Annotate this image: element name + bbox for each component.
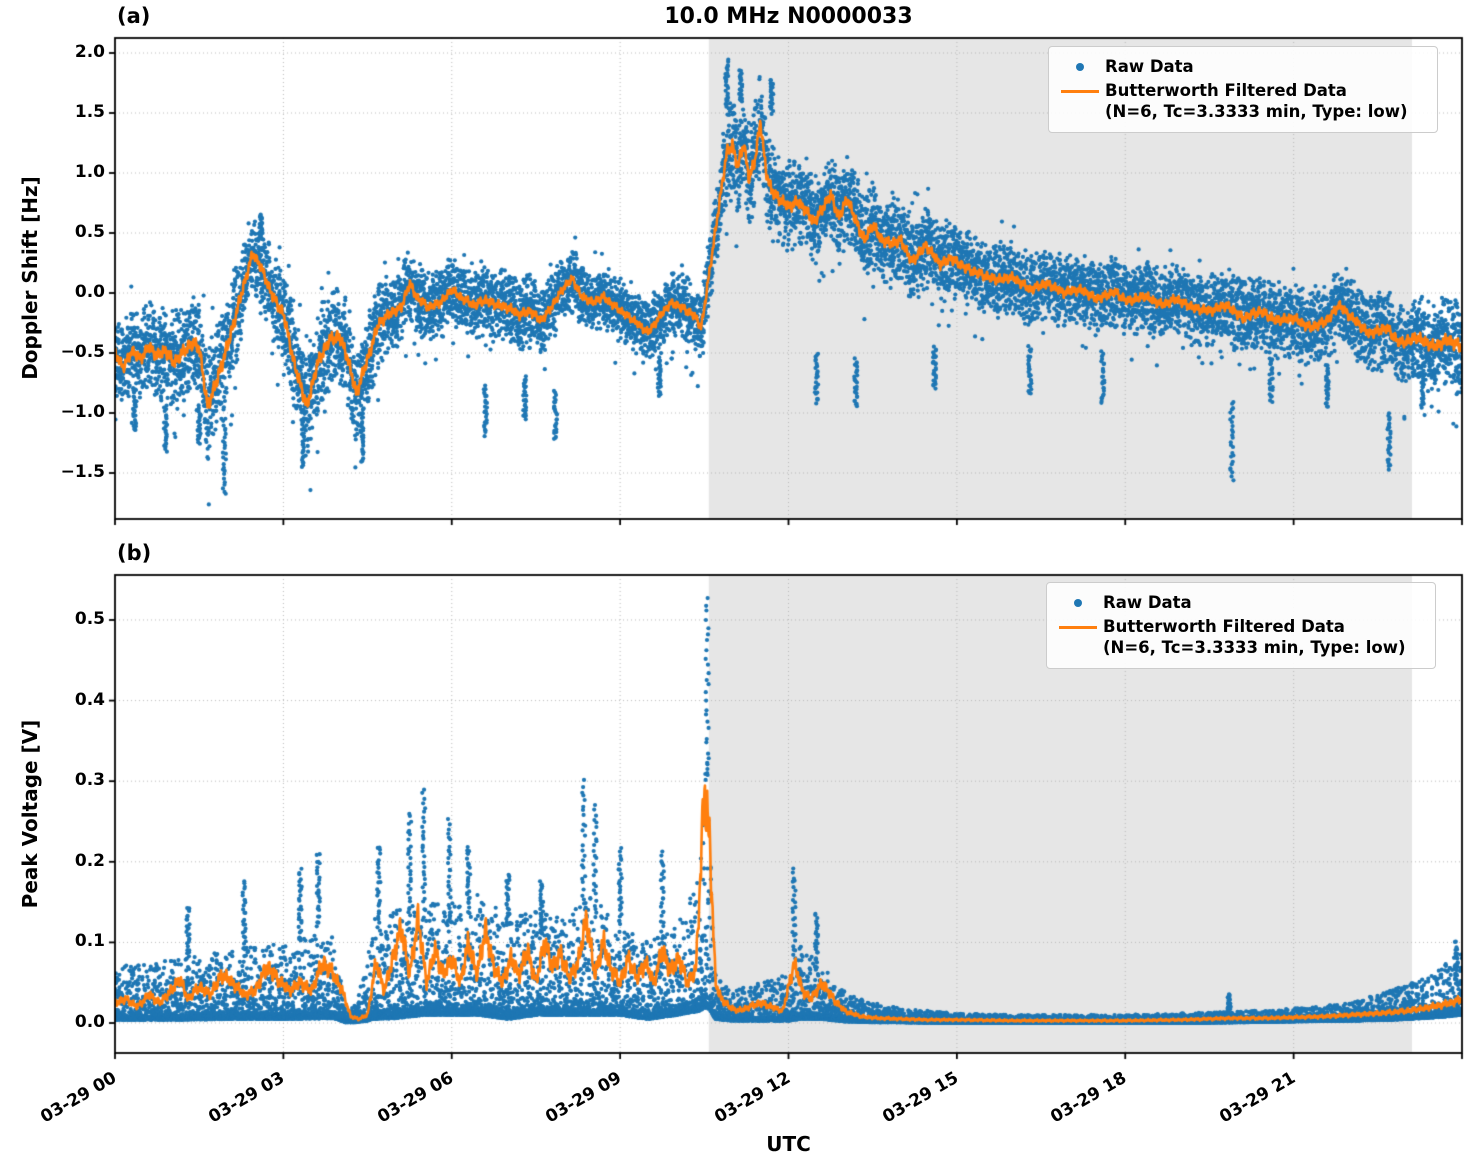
y-tick-label: −0.5 xyxy=(60,342,105,362)
y-tick-label: 1.0 xyxy=(74,162,105,182)
legend-filtered-label: Butterworth Filtered Data (N=6, Tc=3.3333… xyxy=(1105,81,1408,121)
panel-b-tag: (b) xyxy=(117,541,152,565)
filtered-line-marker-icon xyxy=(1055,80,1105,102)
panel-a-tag: (a) xyxy=(117,4,151,28)
legend-row-filtered: Butterworth Filtered Data (N=6, Tc=3.3333… xyxy=(1055,80,1429,122)
y-tick-label: 2.0 xyxy=(74,42,105,62)
x-axis-label: UTC xyxy=(766,1132,811,1156)
legend-panel-a: Raw Data Butterworth Filtered Data (N=6, … xyxy=(1048,46,1438,133)
y-tick-label: 0.0 xyxy=(74,1012,105,1032)
x-tick-label: 03-29 21 xyxy=(1215,1068,1299,1128)
legend-panel-b: Raw Data Butterworth Filtered Data (N=6, … xyxy=(1046,582,1436,669)
legend-row-filtered: Butterworth Filtered Data (N=6, Tc=3.3333… xyxy=(1053,616,1427,658)
y-tick-label: 0.5 xyxy=(74,608,105,629)
legend-filtered-label: Butterworth Filtered Data (N=6, Tc=3.3333… xyxy=(1103,617,1406,657)
raw-data-marker-icon xyxy=(1055,56,1105,78)
y-tick-label: 0.1 xyxy=(74,931,105,952)
x-tick-label: 03-29 15 xyxy=(879,1068,962,1128)
x-tick-label: 03-29 00 xyxy=(37,1068,120,1128)
raw-data-marker-icon xyxy=(1053,592,1103,614)
legend-row-raw: Raw Data xyxy=(1055,56,1429,78)
y-tick-label: −1.0 xyxy=(60,402,105,422)
filtered-line-marker-icon xyxy=(1053,616,1103,638)
y-tick-label: 0.5 xyxy=(74,222,105,242)
legend-raw-label: Raw Data xyxy=(1103,593,1192,612)
chart-title: 10.0 MHz N0000033 xyxy=(664,4,913,29)
y-tick-label: 0.3 xyxy=(74,770,105,791)
x-tick-label: 03-29 06 xyxy=(374,1068,457,1128)
legend-raw-label: Raw Data xyxy=(1105,57,1194,76)
y-tick-label: 0.0 xyxy=(74,282,105,302)
x-tick-label: 03-29 09 xyxy=(542,1068,626,1128)
y-tick-label: −1.5 xyxy=(60,462,105,482)
legend-row-raw: Raw Data xyxy=(1053,592,1427,614)
y-axis-label-a: Doppler Shift [Hz] xyxy=(18,176,42,380)
y-tick-label: 0.4 xyxy=(74,689,105,710)
y-tick-label: 1.5 xyxy=(74,102,105,122)
y-tick-label: 0.2 xyxy=(74,850,105,871)
y-axis-label-b: Peak Voltage [V] xyxy=(18,719,42,909)
x-tick-label: 03-29 12 xyxy=(710,1068,794,1128)
x-tick-label: 03-29 03 xyxy=(205,1068,289,1128)
x-tick-label: 03-29 18 xyxy=(1047,1068,1131,1128)
